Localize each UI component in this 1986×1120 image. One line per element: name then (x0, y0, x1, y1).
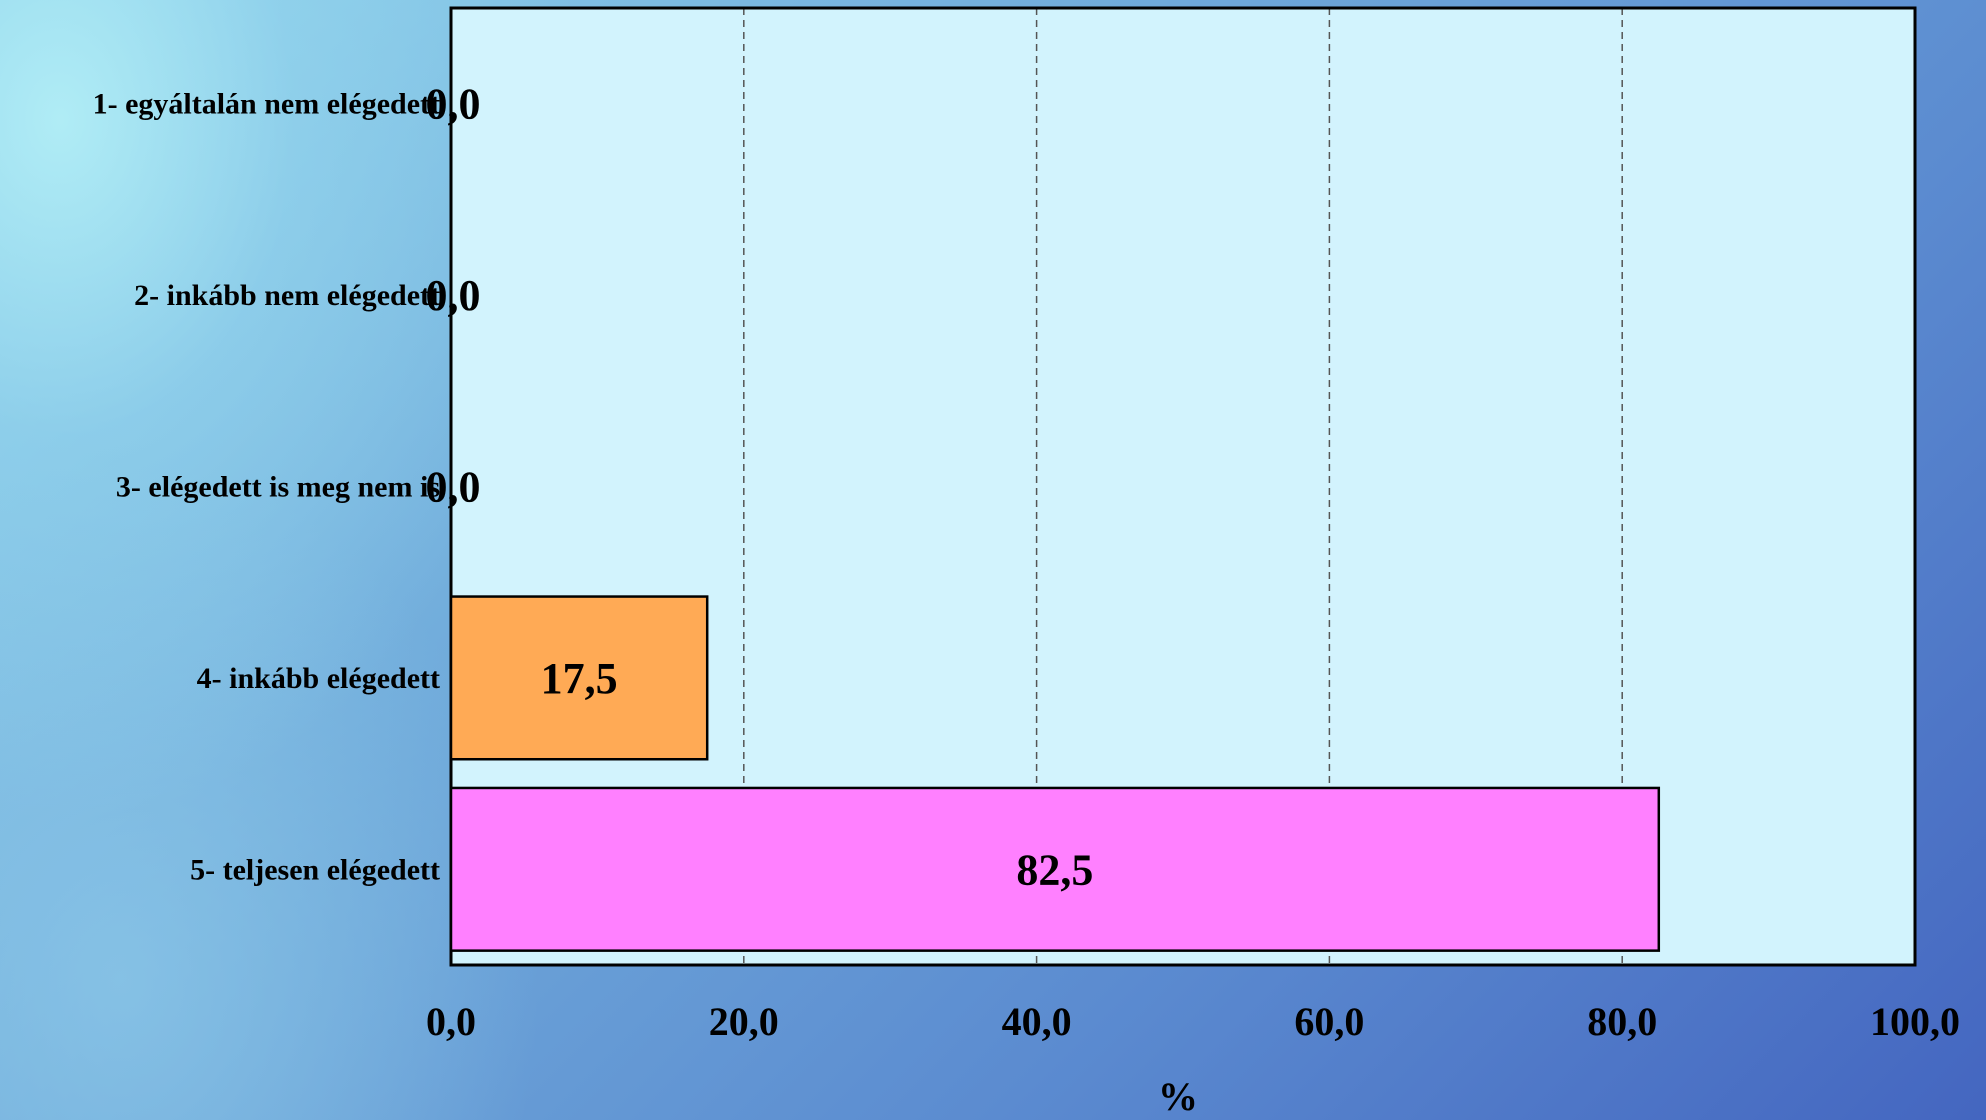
value-label: 17,5 (541, 654, 618, 703)
category-label: 2- inkább nem elégedett (134, 279, 440, 312)
bars (449, 595, 1661, 952)
value-label: 0,0 (426, 463, 481, 512)
value-label: 0,0 (426, 80, 481, 129)
x-tick-label: 20,0 (709, 999, 779, 1044)
x-tick-label: 0,0 (426, 999, 476, 1044)
category-label: 4- inkább elégedett (197, 662, 440, 695)
bar (449, 595, 709, 761)
category-labels: 1- egyáltalán nem elégedett 2- inkább nem… (93, 88, 440, 887)
value-labels: 0,0 0,0 0,0 17,5 82,5 (426, 80, 1094, 895)
value-label: 0,0 (426, 271, 481, 320)
x-tick-label: 60,0 (1294, 999, 1364, 1044)
x-axis-title: % (1158, 1074, 1198, 1119)
bar (449, 786, 1661, 952)
category-label: 1- egyáltalán nem elégedett (93, 88, 440, 121)
plot-border (449, 6, 1917, 967)
x-tick-label: 100,0 (1870, 999, 1960, 1044)
category-label: 5- teljesen elégedett (190, 853, 440, 886)
x-tick-labels: 0,0 20,0 40,0 60,0 80,0 100,0 (426, 999, 1960, 1044)
x-tick-label: 40,0 (1002, 999, 1072, 1044)
category-label: 3- elégedett is meg nem is (116, 471, 440, 504)
x-tick-label: 80,0 (1587, 999, 1657, 1044)
value-label: 82,5 (1016, 845, 1093, 894)
